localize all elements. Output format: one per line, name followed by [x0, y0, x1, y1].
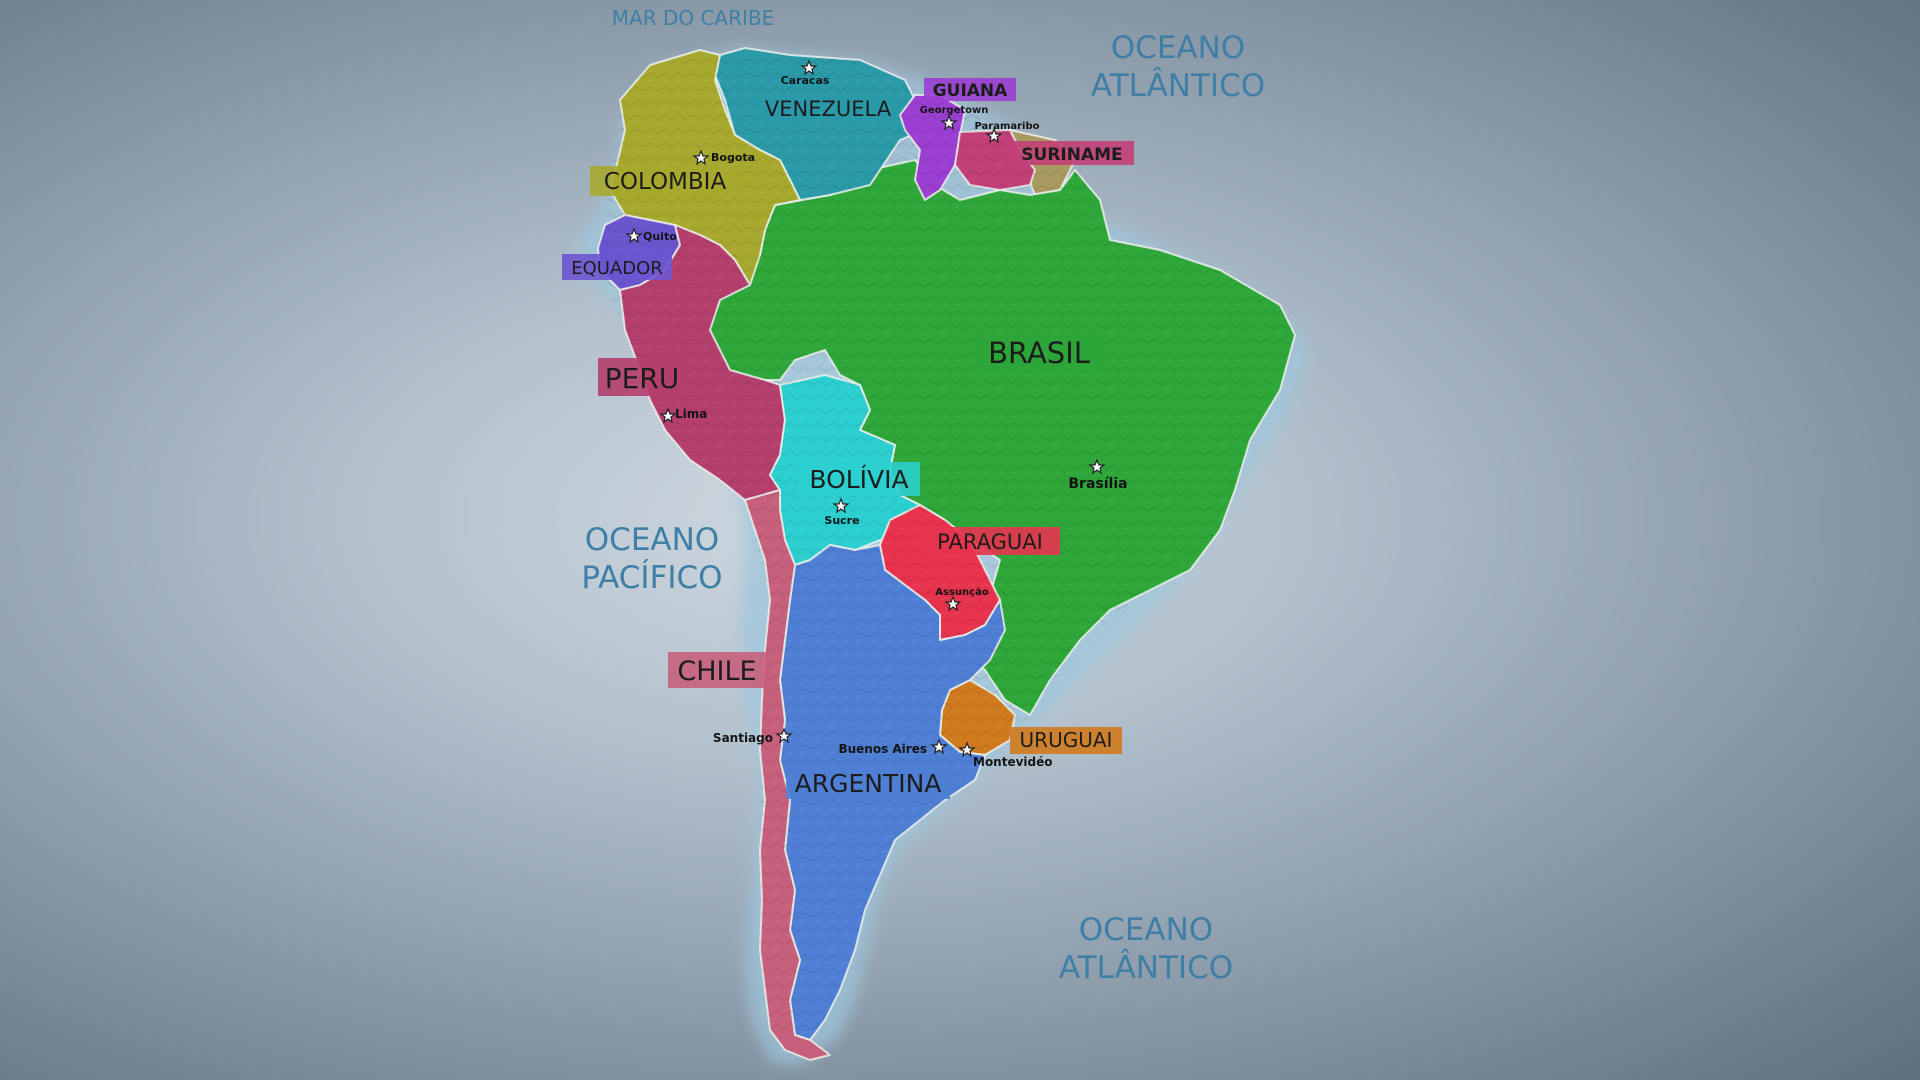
capital-star-lima	[659, 407, 677, 424]
label-bg-paraguai	[920, 527, 1060, 555]
country-label-suriname: SURINAME	[1021, 145, 1122, 165]
capital-star-santiago	[775, 727, 793, 744]
city-label-buenos-aires: Buenos Aires	[838, 742, 927, 756]
capital-star-montevideo	[958, 741, 976, 758]
country-label-guiana: GUIANA	[933, 81, 1008, 101]
country-label-peru: PERU	[605, 362, 680, 395]
water-label-atlantic-north-line1: OCEANO	[1111, 30, 1245, 66]
label-bg-venezuela	[758, 94, 898, 122]
capital-star-paramaribo	[985, 127, 1003, 144]
country-label-uruguai: URUGUAI	[1020, 728, 1113, 752]
country-label-argentina: ARGENTINA	[795, 769, 942, 798]
water-label-pacific-line2: PACÍFICO	[581, 560, 722, 596]
city-label-assuncao: Assunção	[935, 587, 989, 598]
country-label-venezuela: VENEZUELA	[765, 97, 892, 121]
label-bg-colombia	[590, 166, 740, 196]
city-label-lima: Lima	[675, 407, 707, 421]
city-label-sucre: Sucre	[824, 514, 859, 527]
capital-star-georgetown	[940, 114, 958, 131]
city-label-bogota: Bogota	[711, 151, 755, 164]
country-label-brasil: BRASIL	[988, 336, 1090, 370]
capital-star-sucre	[832, 497, 850, 514]
water-label-atlantic-north-line2: ATLÂNTICO	[1091, 68, 1265, 104]
country-label-chile: CHILE	[677, 656, 756, 687]
country-label-paraguai: PARAGUAI	[937, 530, 1043, 554]
country-label-colombia: COLOMBIA	[604, 169, 727, 195]
city-label-georgetown: Georgetown	[920, 105, 989, 116]
country-label-equador: EQUADOR	[571, 258, 663, 279]
label-bg-suriname	[1010, 141, 1134, 165]
water-label-atlantic-south-line1: OCEANO	[1079, 912, 1213, 948]
capital-star-buenos-aires	[930, 738, 948, 755]
city-label-brasilia: Brasília	[1068, 476, 1127, 492]
capital-star-bogota	[692, 149, 710, 166]
capital-star-assuncao	[944, 595, 962, 612]
label-bg-guiana	[924, 78, 1016, 101]
capital-star-quito	[625, 227, 643, 244]
label-bg-uruguai	[1010, 727, 1122, 754]
country-label-bolivia: BOLÍVIA	[809, 465, 908, 494]
city-label-santiago: Santiago	[713, 731, 773, 745]
label-bg-brasil	[975, 334, 1103, 372]
label-bg-chile	[668, 652, 766, 688]
city-label-caracas: Caracas	[781, 74, 830, 87]
city-label-quito: Quito	[643, 230, 677, 243]
water-label-atlantic-south-line2: ATLÂNTICO	[1059, 950, 1233, 986]
water-label-caribbean: MAR DO CARIBE	[612, 6, 775, 30]
label-bg-peru	[598, 358, 686, 396]
label-bg-argentina	[786, 767, 950, 799]
label-bg-equador	[562, 254, 672, 280]
capital-star-brasilia	[1088, 458, 1106, 475]
city-label-montevideo: Montevidéo	[973, 755, 1053, 769]
capital-star-caracas	[800, 59, 818, 76]
city-label-paramaribo: Paramaribo	[974, 121, 1039, 132]
label-bg-bolivia	[798, 462, 920, 496]
water-label-pacific-line1: OCEANO	[585, 522, 719, 558]
